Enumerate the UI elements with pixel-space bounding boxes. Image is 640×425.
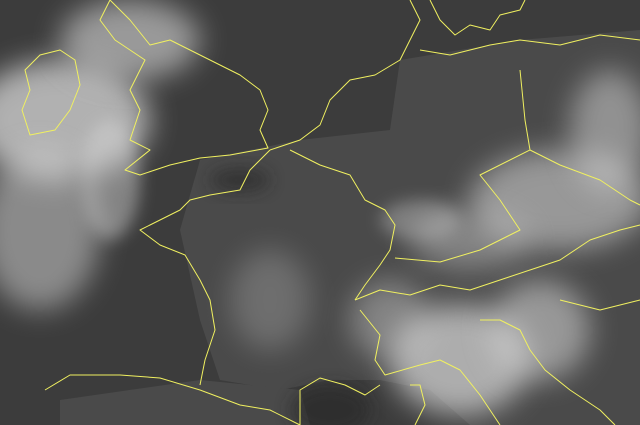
baltic-coast (419, 34, 640, 56)
adriatic-coast (480, 319, 616, 425)
france-north-border (289, 149, 396, 301)
spain-border (44, 374, 301, 425)
france-coast (139, 149, 271, 386)
corsica-coast (410, 384, 426, 425)
ireland-coast (21, 49, 81, 136)
germany-east-border (394, 69, 531, 263)
czech-border (529, 149, 640, 206)
balkan-border (559, 299, 640, 311)
benelux-coast (269, 0, 421, 151)
borders (21, 0, 640, 425)
italy-coast (359, 309, 501, 425)
britain-coast (99, 0, 269, 176)
alps-border (354, 224, 640, 301)
denmark-coast (429, 0, 526, 36)
cloud-cover (0, 0, 640, 415)
dark-sea-areas (210, 168, 370, 425)
mediterranean-coast (299, 377, 381, 425)
